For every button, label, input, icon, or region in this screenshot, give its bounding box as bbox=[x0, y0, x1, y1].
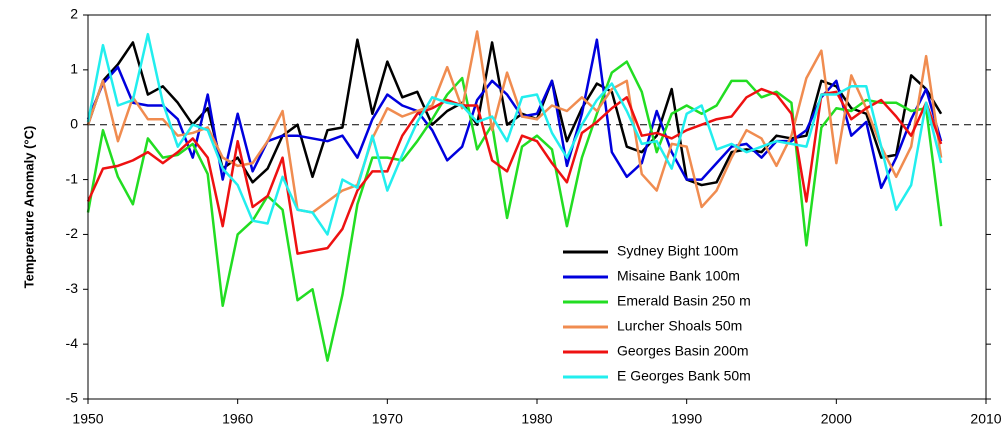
x-tick-label: 1950 bbox=[72, 411, 103, 427]
x-tick-label: 2010 bbox=[970, 411, 1001, 427]
y-tick-label: -5 bbox=[66, 390, 79, 406]
series-line bbox=[86, 30, 943, 214]
y-tick-label: -3 bbox=[66, 280, 79, 296]
series-line bbox=[86, 87, 943, 255]
legend-label: Misaine Bank 100m bbox=[617, 268, 740, 284]
y-tick-label: 2 bbox=[70, 6, 78, 22]
x-tick-label: 1980 bbox=[521, 411, 552, 427]
x-tick-label: 2000 bbox=[821, 411, 852, 427]
x-tick-label: 1970 bbox=[372, 411, 403, 427]
y-tick-label: -1 bbox=[66, 170, 79, 186]
y-tick-label: 1 bbox=[70, 61, 78, 77]
legend-label: Sydney Bight 100m bbox=[617, 243, 738, 259]
series-line bbox=[86, 60, 943, 362]
legend-label: Lurcher Shoals 50m bbox=[617, 318, 742, 334]
legend-label: Georges Basin 200m bbox=[617, 343, 749, 359]
series-line bbox=[86, 38, 943, 190]
y-tick-label: -2 bbox=[66, 225, 79, 241]
legend-label: E Georges Bank 50m bbox=[617, 368, 751, 384]
x-tick-label: 1960 bbox=[222, 411, 253, 427]
x-tick-label: 1990 bbox=[671, 411, 702, 427]
legend-label: Emerald Basin 250 m bbox=[617, 293, 751, 309]
y-tick-label: -4 bbox=[66, 335, 79, 351]
legend: Sydney Bight 100m Misaine Bank 100m Emeral… bbox=[563, 243, 751, 384]
y-tick-label: 0 bbox=[70, 115, 78, 131]
series-line bbox=[86, 32, 943, 236]
y-axis-label: Temperature Anomaly (°C) bbox=[21, 126, 36, 289]
plot-frame bbox=[87, 14, 987, 400]
